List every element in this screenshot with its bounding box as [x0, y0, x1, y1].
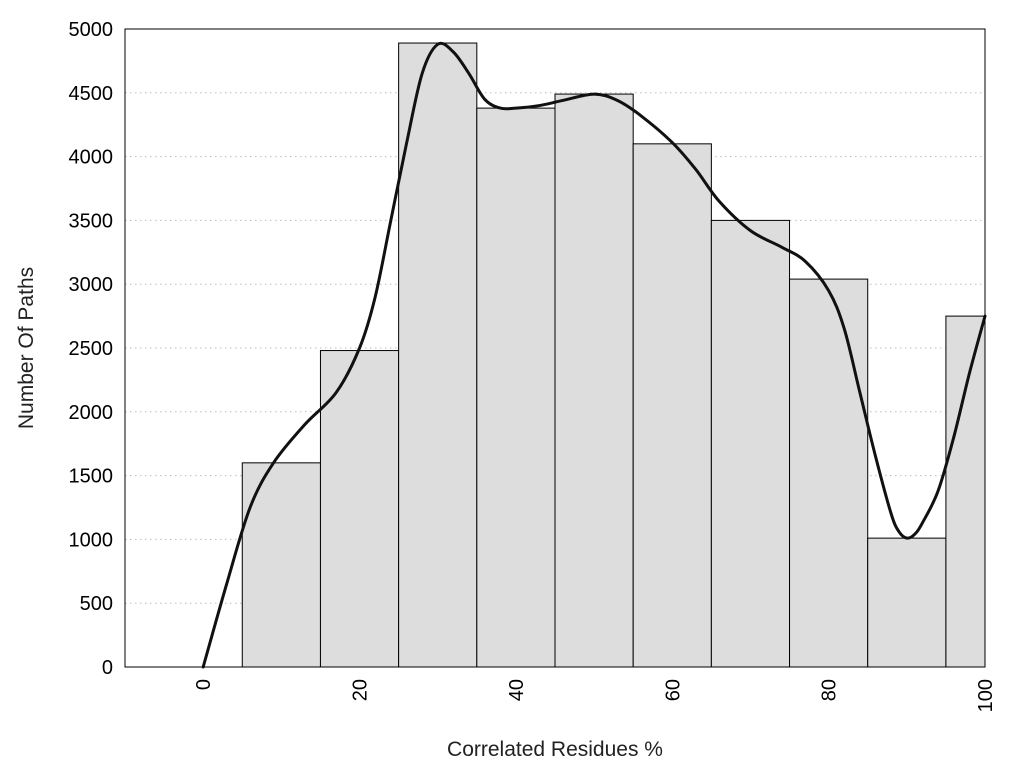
- histogram-bar-8: [789, 278, 869, 668]
- x-tick-label-0: 0: [193, 679, 215, 690]
- x-tick-label-2: 40: [506, 679, 528, 701]
- histogram-bar-3: [398, 42, 478, 668]
- y-tick-label-9: 4500: [69, 83, 114, 105]
- histogram-bar-10: [945, 315, 986, 668]
- x-tick-label-4: 80: [819, 679, 841, 701]
- bars: [241, 42, 986, 668]
- histogram-bar-1: [241, 462, 321, 668]
- histogram-bar-2: [319, 350, 400, 668]
- x-axis-title: Correlated Residues %: [447, 738, 663, 761]
- histogram-bar-4: [476, 107, 556, 668]
- y-tick-label-4: 2000: [69, 402, 114, 424]
- y-tick-label-1: 500: [80, 593, 113, 615]
- x-tick-label-3: 60: [662, 679, 684, 701]
- y-tick-label-5: 2500: [69, 338, 114, 360]
- x-axis-ticks: 0 20 40 60 80 100: [193, 679, 997, 712]
- histogram-bar-5: [554, 93, 634, 668]
- y-tick-label-8: 4000: [69, 147, 114, 169]
- y-tick-label-3: 1500: [69, 466, 114, 488]
- y-axis-ticks: 0 500 1000 1500 2000 2500 3000 3500 4000 4500 5000: [69, 19, 114, 679]
- y-tick-label-10: 5000: [69, 19, 114, 41]
- x-tick-label-5: 100: [975, 679, 997, 712]
- plot-frame: [124, 28, 986, 668]
- histogram-bar-7: [710, 219, 791, 668]
- y-tick-label-0: 0: [102, 657, 113, 679]
- smoothed-curve: [201, 41, 987, 669]
- x-tick-label-1: 20: [350, 679, 372, 701]
- y-tick-label-7: 3500: [69, 210, 114, 232]
- y-tick-label-2: 1000: [69, 529, 114, 551]
- y-axis-title: Number Of Paths: [15, 267, 38, 429]
- histogram-bar-6: [632, 143, 712, 668]
- y-tick-label-6: 3000: [69, 274, 114, 296]
- histogram-bar-9: [867, 537, 947, 668]
